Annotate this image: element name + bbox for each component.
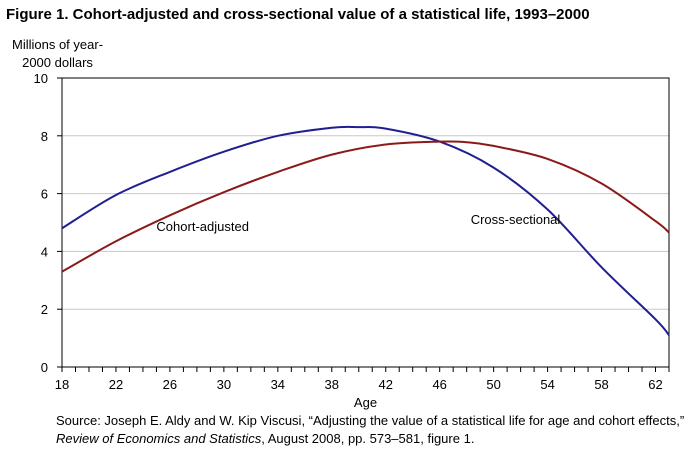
source-journal: Review of Economics and Statistics	[56, 431, 262, 446]
x-tick-label-50: 50	[486, 377, 500, 392]
x-axis-label: Age	[354, 395, 377, 410]
x-tick-label-18: 18	[55, 377, 69, 392]
x-tick-label-26: 26	[163, 377, 177, 392]
source-note: Source: Joseph E. Aldy and W. Kip Viscus…	[56, 412, 686, 448]
x-tick-label-54: 54	[540, 377, 554, 392]
source-pages: , August 2008, pp. 573–581, figure 1.	[261, 431, 475, 446]
chart-title: Figure 1. Cohort-adjusted and cross-sect…	[6, 6, 590, 23]
y-tick-label-4: 4	[41, 244, 48, 259]
series-line-cross-sectional	[61, 125, 670, 336]
series-annotations: Cohort-adjusted Cross-sectional	[156, 212, 560, 234]
y-tick-label-8: 8	[41, 129, 48, 144]
y-axis-label-line2: 2000 dollars	[22, 55, 93, 70]
plot-area	[61, 77, 670, 368]
y-tick-label-6: 6	[41, 187, 48, 202]
x-tick-label-22: 22	[109, 377, 123, 392]
y-axis-ticks: 0 2 4 6 8 10	[34, 71, 62, 375]
x-tick-label-30: 30	[217, 377, 231, 392]
annotation-cross-sectional: Cross-sectional	[471, 212, 561, 227]
y-axis-label: Millions of year- 2000 dollars	[12, 36, 103, 72]
x-tick-label-62: 62	[648, 377, 662, 392]
x-axis-ticks: 18 22 26 30 34 38 42 46 50 54 58 62	[55, 367, 670, 392]
annotation-cohort-adjusted: Cohort-adjusted	[156, 219, 249, 234]
y-tick-label-2: 2	[41, 302, 48, 317]
source-text: Source: Joseph E. Aldy and W. Kip Viscus…	[56, 413, 685, 428]
y-tick-label-10: 10	[34, 71, 48, 86]
x-tick-label-58: 58	[594, 377, 608, 392]
x-tick-label-46: 46	[432, 377, 446, 392]
y-axis-label-line1: Millions of year-	[12, 37, 104, 52]
gridlines	[62, 135, 669, 310]
y-tick-label-0: 0	[41, 360, 48, 375]
series-line-cohort-adjusted	[61, 140, 670, 273]
x-tick-label-42: 42	[378, 377, 392, 392]
series-lines	[61, 125, 670, 336]
x-tick-label-38: 38	[325, 377, 339, 392]
x-tick-label-34: 34	[271, 377, 285, 392]
